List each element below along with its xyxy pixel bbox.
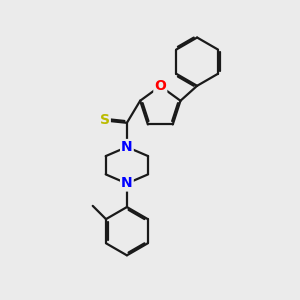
Text: S: S — [100, 113, 110, 128]
Text: O: O — [154, 79, 166, 93]
Text: N: N — [121, 176, 133, 190]
Text: N: N — [121, 140, 133, 154]
